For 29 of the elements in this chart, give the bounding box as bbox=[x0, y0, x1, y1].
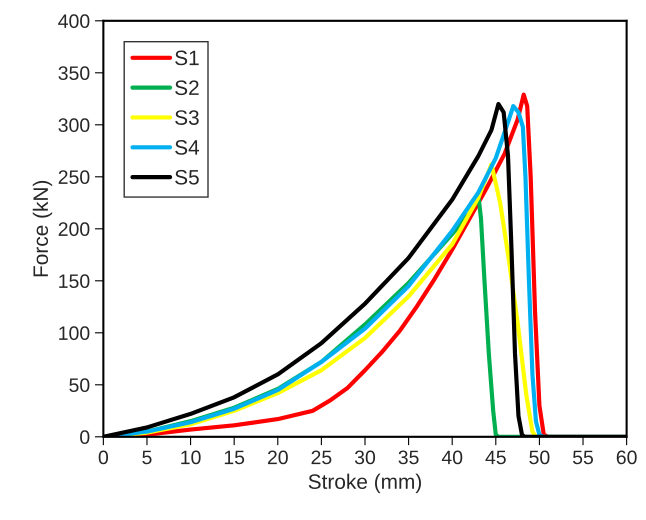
y-tick-label: 200 bbox=[58, 222, 90, 236]
x-tick-label: 15 bbox=[224, 450, 244, 464]
y-tick-label: 0 bbox=[80, 430, 90, 444]
x-tick-label: 0 bbox=[98, 450, 108, 464]
y-tick-label: 100 bbox=[59, 326, 90, 340]
y-tick-label: 400 bbox=[58, 14, 90, 28]
y-tick-label: 50 bbox=[69, 378, 90, 392]
x-tick-label: 20 bbox=[268, 450, 288, 464]
legend-label: S1 bbox=[175, 50, 199, 66]
legend-label: S3 bbox=[175, 110, 199, 125]
y-tick-label: 150 bbox=[59, 274, 90, 288]
x-tick-label: 50 bbox=[529, 450, 550, 464]
y-tick-label: 250 bbox=[58, 170, 90, 184]
y-tick-label: 350 bbox=[58, 66, 90, 80]
x-tick-label: 45 bbox=[485, 450, 506, 464]
legend-label: S5 bbox=[175, 170, 199, 185]
x-tick-label: 60 bbox=[616, 450, 637, 464]
x-tick-label: 5 bbox=[142, 450, 152, 464]
y-tick-label: 300 bbox=[58, 118, 90, 132]
y-axis-title: Force (kN) bbox=[32, 180, 52, 276]
x-tick-label: 25 bbox=[312, 450, 332, 464]
x-axis-title: Stroke (mm) bbox=[308, 474, 421, 494]
x-tick-label: 10 bbox=[181, 450, 201, 464]
x-tick-label: 55 bbox=[572, 450, 594, 464]
legend-label: S4 bbox=[175, 140, 200, 155]
x-tick-label: 40 bbox=[442, 450, 462, 464]
x-tick-label: 35 bbox=[398, 450, 419, 464]
legend-label: S2 bbox=[175, 80, 199, 96]
x-tick-label: 30 bbox=[354, 450, 376, 464]
